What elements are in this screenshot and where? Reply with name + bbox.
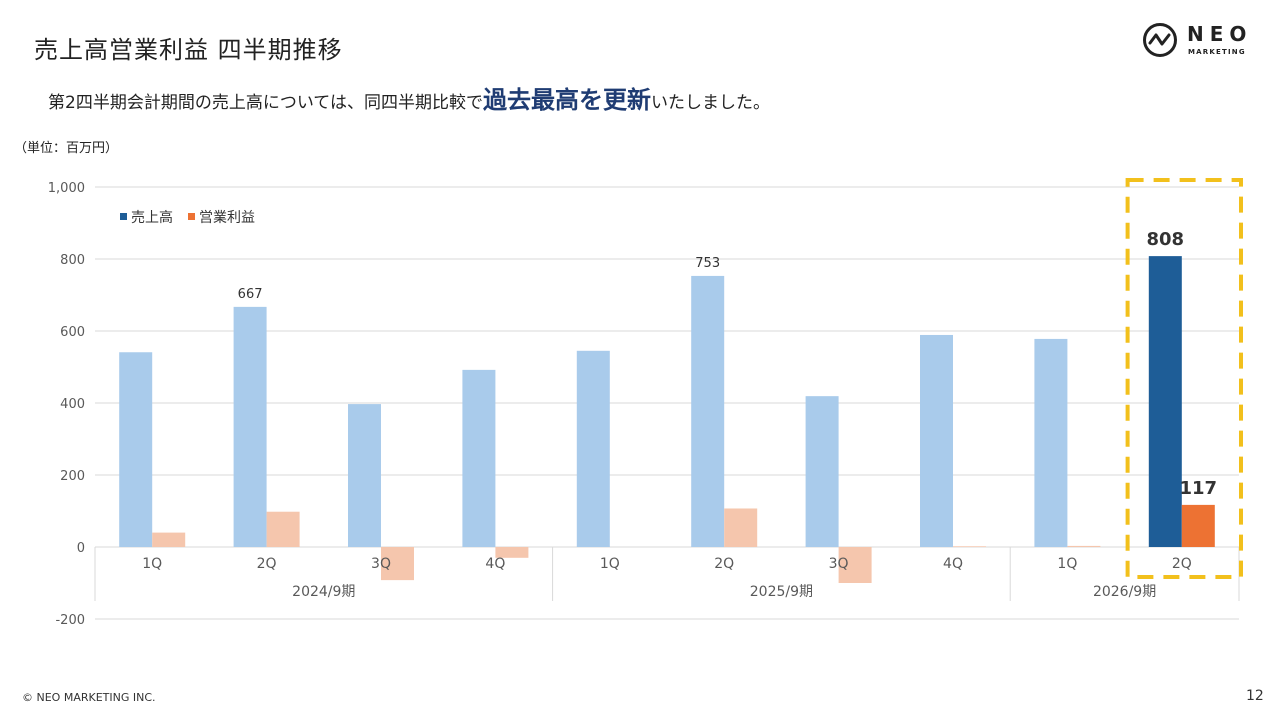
sales-bar bbox=[920, 334, 953, 547]
footer-copyright: © NEO MARKETING INC. bbox=[22, 691, 156, 704]
sales-bar bbox=[1034, 338, 1068, 547]
x-tick-label: 1Q bbox=[1057, 556, 1077, 572]
profit-bar bbox=[953, 546, 986, 547]
x-tick-label: 4Q bbox=[943, 556, 963, 572]
subtitle-text-post: いたしました。 bbox=[650, 93, 770, 113]
sales-profit-chart: -200 0 200 400 600 800 1,000 1Q 2Q 3Q 4Q 1Q 2Q 3Q 4Q 1Q… bbox=[48, 178, 1243, 628]
profit-bar bbox=[1181, 504, 1215, 547]
sales-bar bbox=[1148, 256, 1182, 547]
legend-swatch-profit bbox=[188, 213, 195, 220]
y-tick-label: -200 bbox=[55, 613, 85, 628]
x-tick-label: 1Q bbox=[142, 556, 162, 572]
profit-bar bbox=[724, 508, 758, 547]
highlight-box bbox=[1125, 178, 1243, 579]
data-label: 753 bbox=[695, 256, 720, 271]
page-title: 売上高営業利益 四半期推移 bbox=[34, 36, 343, 64]
sales-bar bbox=[805, 396, 839, 547]
profit-bar bbox=[266, 511, 300, 547]
sales-bar bbox=[119, 352, 153, 547]
y-tick-label: 600 bbox=[60, 325, 85, 340]
sales-bar bbox=[691, 275, 725, 547]
x-tick-label: 2Q bbox=[714, 556, 734, 572]
x-tick-label: 2Q bbox=[257, 556, 277, 572]
legend-swatch-sales bbox=[120, 213, 127, 220]
page-number: 12 bbox=[1246, 688, 1264, 704]
logo-mark-icon bbox=[1143, 23, 1177, 57]
x-tick-label: 1Q bbox=[600, 556, 620, 572]
sales-bar bbox=[576, 350, 610, 547]
y-tick-label: 800 bbox=[60, 253, 85, 268]
unit-label: （単位：百万円） bbox=[14, 141, 119, 156]
logo-sub: MARKETING bbox=[1188, 48, 1246, 56]
x-group-label: 2024/9期 bbox=[292, 584, 355, 600]
data-label: 117 bbox=[1180, 478, 1218, 499]
neo-marketing-logo: NEO MARKETING bbox=[1142, 20, 1258, 62]
x-tick-label: 2Q bbox=[1172, 556, 1192, 572]
subtitle-highlight: 過去最高を更新 bbox=[482, 86, 651, 114]
data-label: 808 bbox=[1147, 229, 1185, 250]
sales-bar bbox=[462, 369, 496, 547]
profit-bar bbox=[152, 532, 186, 547]
x-tick-label: 4Q bbox=[485, 556, 505, 572]
y-tick-label: 200 bbox=[60, 469, 85, 484]
data-label: 667 bbox=[238, 287, 263, 302]
y-tick-label: 400 bbox=[60, 397, 85, 412]
legend-label-sales: 売上高 bbox=[131, 209, 173, 226]
x-tick-label: 3Q bbox=[371, 556, 391, 572]
sales-bar bbox=[348, 404, 381, 547]
profit-bar bbox=[495, 547, 529, 558]
x-tick-label: 3Q bbox=[829, 556, 849, 572]
y-tick-label: 1,000 bbox=[48, 181, 85, 196]
profit-bar bbox=[1067, 545, 1101, 547]
subtitle-text-pre: 第2四半期会計期間の売上高については、同四半期比較で bbox=[48, 93, 483, 113]
profit-bar bbox=[838, 547, 872, 583]
legend-label-profit: 営業利益 bbox=[199, 210, 255, 226]
page-subtitle: 第2四半期会計期間の売上高については、同四半期比較で過去最高を更新いたしました。 bbox=[48, 80, 770, 115]
sales-bar bbox=[233, 306, 267, 547]
logo-word: NEO bbox=[1187, 22, 1253, 46]
x-group-label: 2026/9期 bbox=[1093, 584, 1156, 600]
y-tick-label: 0 bbox=[77, 541, 85, 556]
x-group-label: 2025/9期 bbox=[750, 584, 813, 600]
profit-bar bbox=[381, 547, 414, 581]
